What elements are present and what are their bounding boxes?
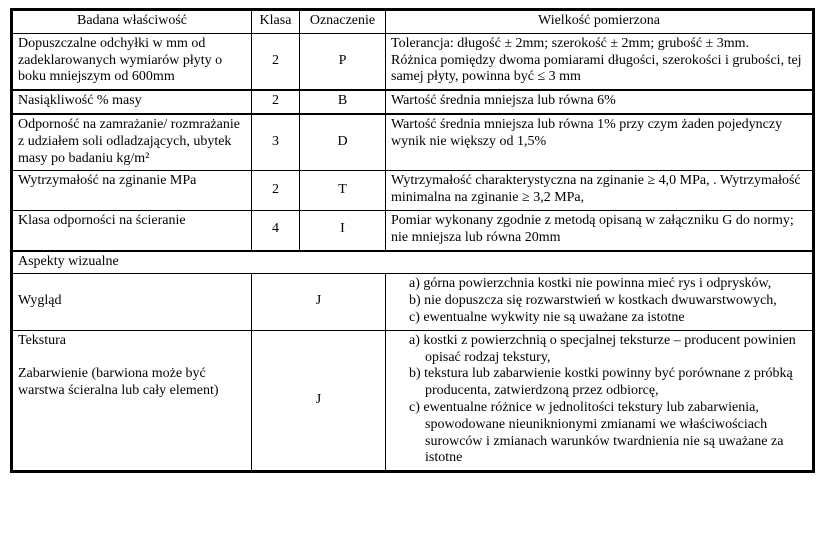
- cell-prop: Klasa odporności na ścieranie: [12, 210, 252, 250]
- cell-prop: Tekstura Zabarwienie (barwiona może być …: [12, 330, 252, 471]
- cell-mark: B: [300, 90, 386, 114]
- table-row: Klasa odporności na ścieranie 4 I Pomiar…: [12, 210, 814, 250]
- header-prop: Badana właściwość: [12, 10, 252, 34]
- list-item: a) kostki z powierzchnią o specjalnej te…: [391, 333, 807, 367]
- visual-row: Tekstura Zabarwienie (barwiona może być …: [12, 330, 814, 471]
- cell-mark: J: [252, 274, 386, 330]
- list-item: b) nie dopuszcza się rozwarstwień w kost…: [391, 293, 807, 310]
- cell-prop: Nasiąkliwość % masy: [12, 90, 252, 114]
- cell-value: Wartość średnia mniejsza lub równa 6%: [386, 90, 814, 114]
- cell-value: Pomiar wykonany zgodnie z metodą opisaną…: [386, 210, 814, 250]
- section-title: Aspekty wizualne: [12, 251, 814, 274]
- cell-prop: Dopuszczalne odchyłki w mm od zadeklarow…: [12, 33, 252, 90]
- cell-value: a) kostki z powierzchnią o specjalnej te…: [386, 330, 814, 471]
- table-row: Nasiąkliwość % masy 2 B Wartość średnia …: [12, 90, 814, 114]
- cell-mark: I: [300, 210, 386, 250]
- cell-class: 2: [252, 90, 300, 114]
- cell-value: Wytrzymałość charakterystyczna na zginan…: [386, 171, 814, 211]
- section-row: Aspekty wizualne: [12, 251, 814, 274]
- cell-class: 2: [252, 33, 300, 90]
- list-item: a) górna powierzchnia kostki nie powinna…: [391, 276, 807, 293]
- header-class: Klasa: [252, 10, 300, 34]
- cell-prop: Wytrzymałość na zginanie MPa: [12, 171, 252, 211]
- list-item: c) ewentualne różnice w jednolitości tek…: [391, 400, 807, 467]
- cell-value: Wartość średnia mniejsza lub równa 1% pr…: [386, 114, 814, 171]
- properties-table: Badana właściwość Klasa Oznaczenie Wielk…: [10, 8, 815, 473]
- list-item: c) ewentualne wykwity nie są uważane za …: [391, 310, 807, 327]
- visual-row: Wygląd J a) górna powierzchnia kostki ni…: [12, 274, 814, 330]
- table-row: Odporność na zamrażanie/ rozmrażanie z u…: [12, 114, 814, 171]
- header-row: Badana właściwość Klasa Oznaczenie Wielk…: [12, 10, 814, 34]
- table-row: Dopuszczalne odchyłki w mm od zadeklarow…: [12, 33, 814, 90]
- cell-class: 3: [252, 114, 300, 171]
- cell-class: 2: [252, 171, 300, 211]
- cell-prop: Wygląd: [12, 274, 252, 330]
- cell-value: Tolerancja: długość ± 2mm; szerokość ± 2…: [386, 33, 814, 90]
- cell-mark: J: [252, 330, 386, 471]
- cell-mark: P: [300, 33, 386, 90]
- cell-prop: Odporność na zamrażanie/ rozmrażanie z u…: [12, 114, 252, 171]
- table-row: Wytrzymałość na zginanie MPa 2 T Wytrzym…: [12, 171, 814, 211]
- cell-mark: D: [300, 114, 386, 171]
- list-item: b) tekstura lub zabarwienie kostki powin…: [391, 366, 807, 400]
- header-mark: Oznaczenie: [300, 10, 386, 34]
- cell-mark: T: [300, 171, 386, 211]
- cell-class: 4: [252, 210, 300, 250]
- header-value: Wielkość pomierzona: [386, 10, 814, 34]
- cell-value: a) górna powierzchnia kostki nie powinna…: [386, 274, 814, 330]
